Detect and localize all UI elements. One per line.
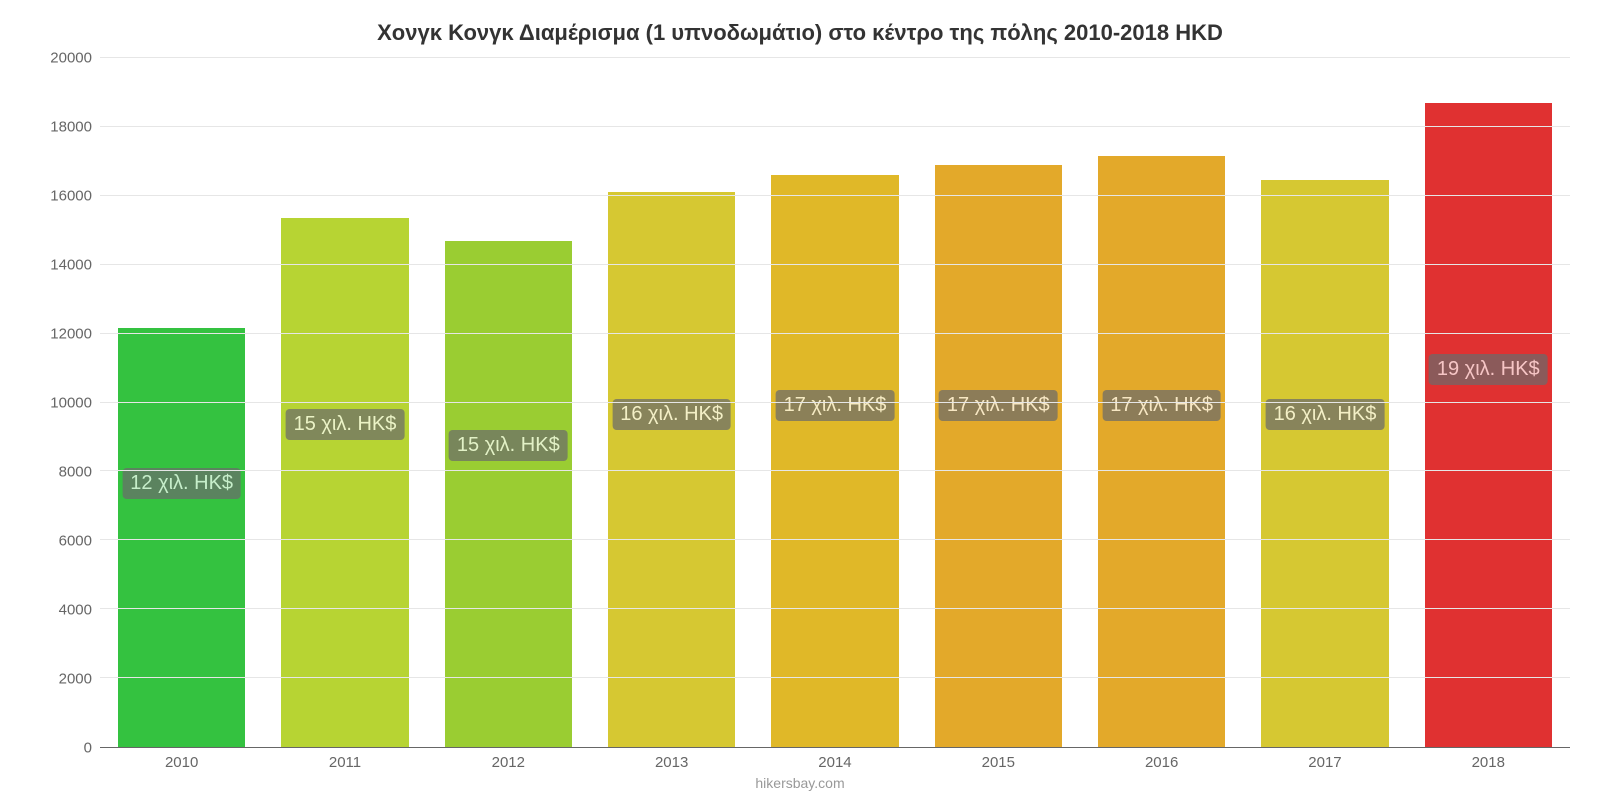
- bar-slot: 17 χιλ. HK$: [1080, 58, 1243, 747]
- bar: [281, 218, 408, 747]
- value-badge: 17 χιλ. HK$: [1102, 390, 1221, 421]
- grid-line: [100, 539, 1570, 540]
- y-tick-label: 18000: [50, 119, 92, 136]
- grid-line: [100, 608, 1570, 609]
- x-axis: 201020112012201320142015201620172018: [100, 754, 1570, 771]
- value-badge: 15 χιλ. HK$: [449, 430, 568, 461]
- bar: [118, 328, 245, 747]
- value-badge: 16 χιλ. HK$: [612, 399, 731, 430]
- value-badge: 12 χιλ. HK$: [122, 468, 241, 499]
- bars-container: 12 χιλ. HK$ 15 χιλ. HK$ 15 χιλ. HK$ 16 χιλ.…: [100, 58, 1570, 747]
- chart-footer: hikersbay.com: [30, 775, 1570, 791]
- chart-title: Χονγκ Κονγκ Διαμέρισμα (1 υπνοδωμάτιο) σ…: [30, 20, 1570, 46]
- bar: [445, 241, 572, 747]
- bar-slot: 17 χιλ. HK$: [917, 58, 1080, 747]
- bar: [1098, 156, 1225, 747]
- value-badge: 15 χιλ. HK$: [286, 409, 405, 440]
- bar: [935, 165, 1062, 747]
- y-tick-label: 2000: [59, 671, 92, 688]
- bar-slot: 17 χιλ. HK$: [753, 58, 916, 747]
- grid-line: [100, 677, 1570, 678]
- x-tick-label: 2018: [1407, 754, 1570, 771]
- bar-chart: Χονγκ Κονγκ Διαμέρισμα (1 υπνοδωμάτιο) σ…: [0, 0, 1600, 800]
- grid-line: [100, 264, 1570, 265]
- grid-line: [100, 470, 1570, 471]
- bar-slot: 15 χιλ. HK$: [263, 58, 426, 747]
- x-tick-label: 2012: [427, 754, 590, 771]
- bar: [1425, 103, 1552, 747]
- grid-line: [100, 195, 1570, 196]
- y-tick-label: 10000: [50, 395, 92, 412]
- grid-line: [100, 126, 1570, 127]
- x-tick-label: 2011: [263, 754, 426, 771]
- y-tick-label: 20000: [50, 50, 92, 67]
- x-tick-label: 2015: [917, 754, 1080, 771]
- bar-slot: 16 χιλ. HK$: [1243, 58, 1406, 747]
- y-tick-label: 4000: [59, 602, 92, 619]
- y-tick-label: 0: [84, 740, 92, 757]
- y-tick-label: 8000: [59, 464, 92, 481]
- x-tick-label: 2010: [100, 754, 263, 771]
- plot-area: 12 χιλ. HK$ 15 χιλ. HK$ 15 χιλ. HK$ 16 χιλ.…: [100, 58, 1570, 748]
- bar-slot: 16 χιλ. HK$: [590, 58, 753, 747]
- grid-line: [100, 402, 1570, 403]
- grid-line: [100, 57, 1570, 58]
- value-badge: 16 χιλ. HK$: [1266, 399, 1385, 430]
- y-tick-label: 12000: [50, 326, 92, 343]
- value-badge: 19 χιλ. HK$: [1429, 354, 1548, 385]
- value-badge: 17 χιλ. HK$: [776, 390, 895, 421]
- plot-row: 0200040006000800010000120001400016000180…: [30, 58, 1570, 748]
- x-tick-label: 2017: [1243, 754, 1406, 771]
- bar-slot: 12 χιλ. HK$: [100, 58, 263, 747]
- y-tick-label: 16000: [50, 188, 92, 205]
- bar-slot: 15 χιλ. HK$: [427, 58, 590, 747]
- value-badge: 17 χιλ. HK$: [939, 390, 1058, 421]
- y-axis: 0200040006000800010000120001400016000180…: [30, 58, 100, 748]
- x-tick-label: 2016: [1080, 754, 1243, 771]
- x-tick-label: 2013: [590, 754, 753, 771]
- y-tick-label: 6000: [59, 533, 92, 550]
- bar-slot: 19 χιλ. HK$: [1407, 58, 1570, 747]
- y-tick-label: 14000: [50, 257, 92, 274]
- bar: [771, 175, 898, 747]
- grid-line: [100, 333, 1570, 334]
- x-tick-label: 2014: [753, 754, 916, 771]
- bar: [1261, 180, 1388, 747]
